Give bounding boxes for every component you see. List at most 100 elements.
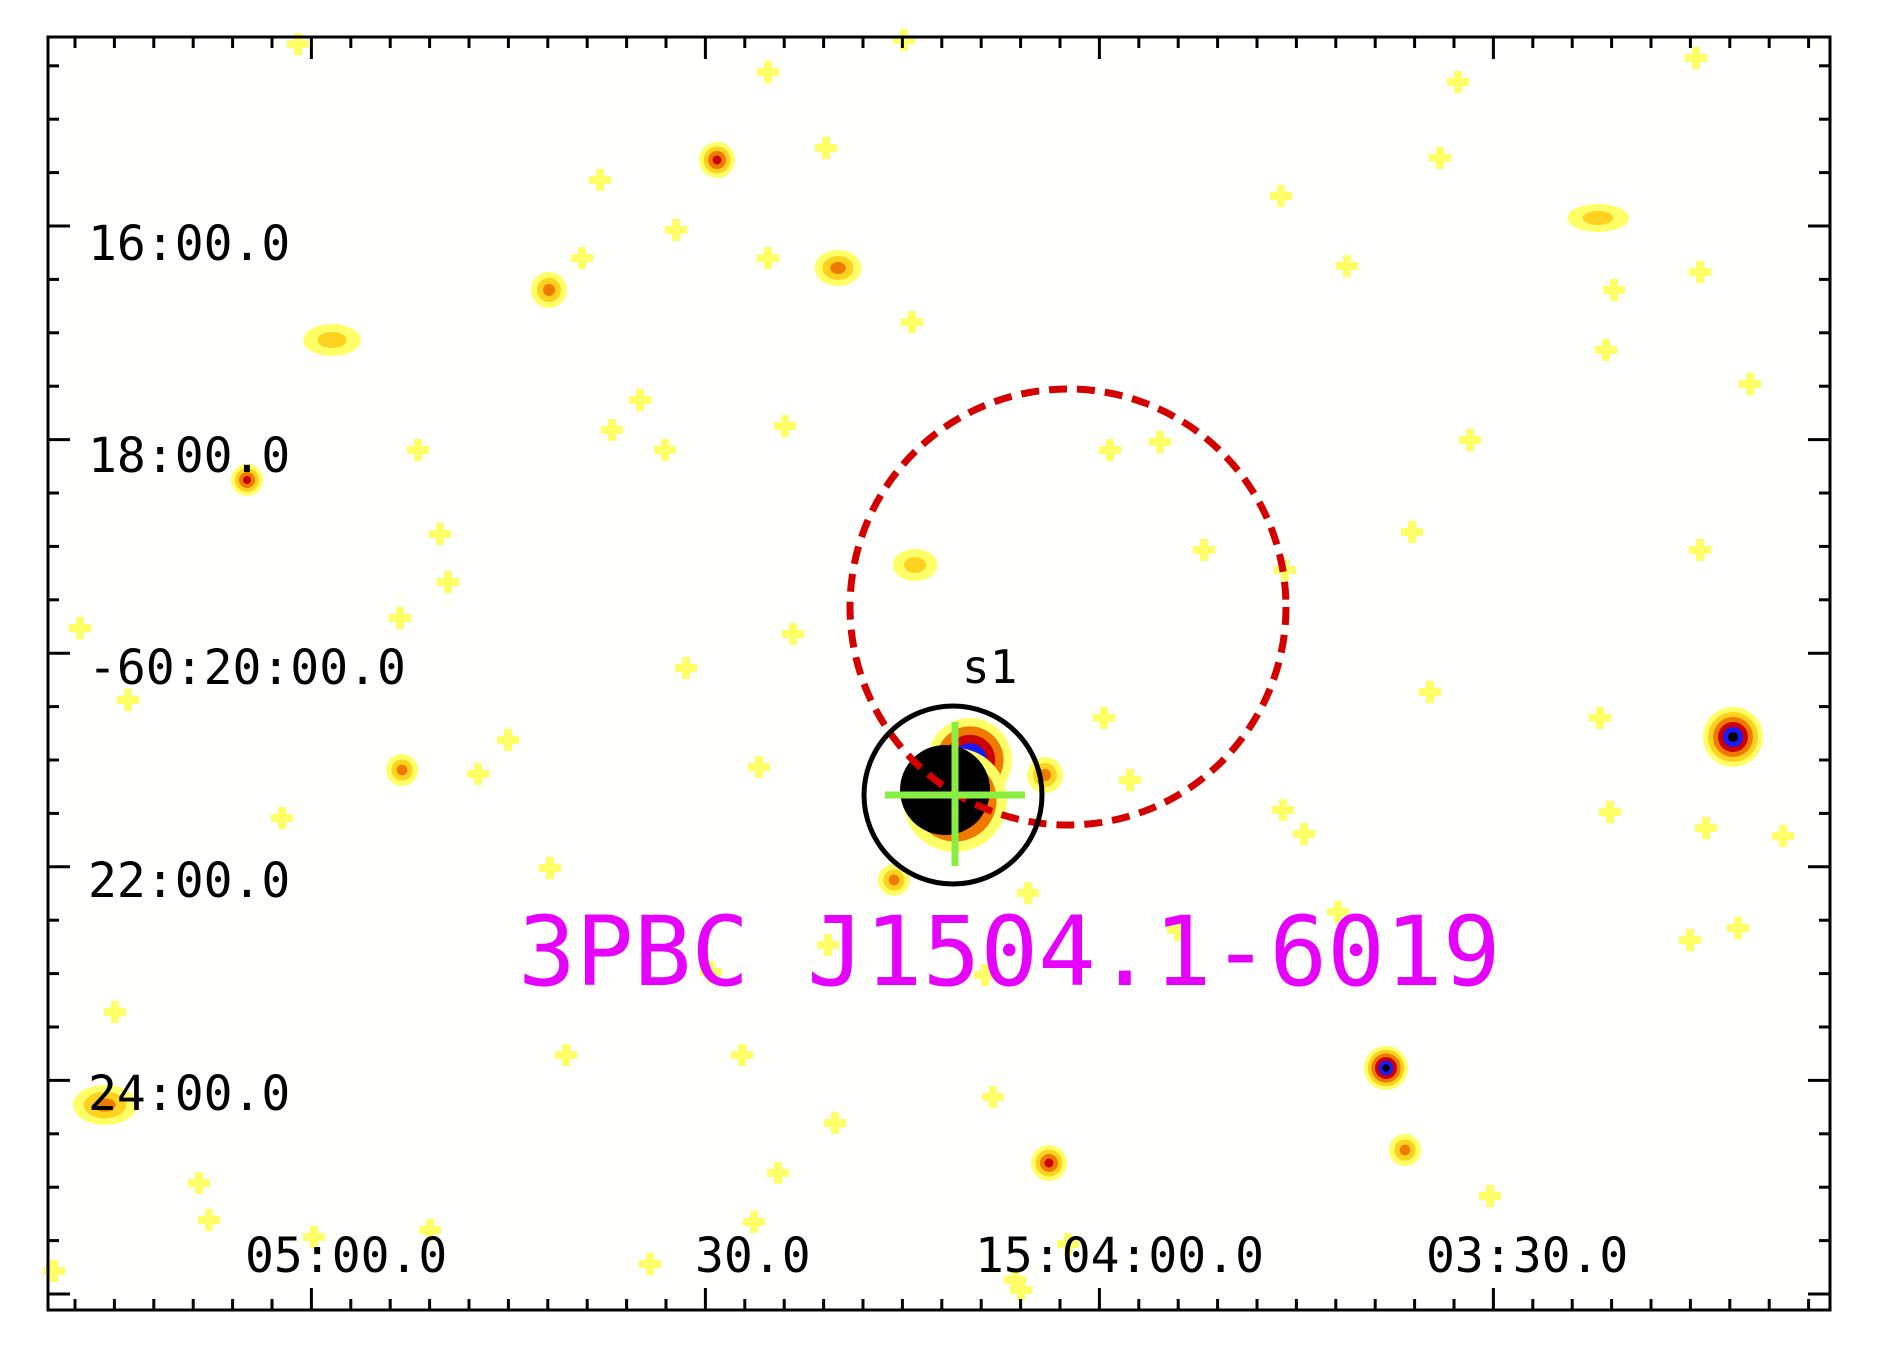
faint-source: [1401, 521, 1423, 543]
faint-source: [1017, 882, 1039, 904]
faint-source: [757, 61, 779, 83]
faint-source: [1679, 929, 1701, 951]
x-label-0500: 05:00.0: [245, 1228, 447, 1284]
faint-source: [303, 1226, 325, 1248]
faint-source: [1419, 681, 1441, 703]
candidate-crosshair-s1: [885, 722, 1025, 866]
faint-source: [974, 964, 996, 986]
source-blob: [396, 764, 408, 776]
faint-source: [429, 523, 451, 545]
faint-source: [1429, 147, 1451, 169]
faint-source: [639, 1253, 661, 1275]
faint-source: [1004, 1269, 1026, 1291]
x-label-150400: 15:04:00.0: [975, 1228, 1264, 1284]
y-label-18: 18:00.0: [88, 428, 290, 484]
faint-source: [893, 29, 915, 51]
faint-source: [287, 33, 309, 55]
source-name: 3PBC J1504.1-6019: [518, 896, 1501, 1008]
faint-source: [629, 389, 651, 411]
faint-source: [654, 439, 676, 461]
source-blob: [888, 874, 900, 886]
faint-source: [407, 439, 429, 461]
faint-source: [555, 1044, 577, 1066]
faint-source: [1293, 823, 1315, 845]
source-blob: [1728, 732, 1738, 742]
faint-source: [1589, 707, 1611, 729]
faint-source: [389, 607, 411, 629]
y-label-22: 22:00.0: [88, 853, 290, 909]
faint-source: [1057, 1233, 1079, 1255]
faint-source: [1685, 47, 1707, 69]
faint-source: [1695, 817, 1717, 839]
faint-source: [748, 756, 770, 778]
faint-source: [1772, 825, 1794, 847]
faint-source: [1689, 261, 1711, 283]
source-blob: [712, 155, 722, 165]
x-label-30: 30.0: [695, 1228, 811, 1284]
faint-source: [1167, 919, 1189, 941]
error-circle: [846, 385, 1290, 829]
faint-source: [1459, 429, 1481, 451]
faint-source: [539, 857, 561, 879]
faint-source: [271, 807, 293, 829]
y-label-16: 16:00.0: [88, 216, 290, 272]
faint-source: [675, 657, 697, 679]
faint-source: [1193, 539, 1215, 561]
faint-source: [1739, 373, 1761, 395]
faint-source: [1327, 901, 1349, 923]
faint-source: [1336, 255, 1358, 277]
faint-source: [419, 1219, 441, 1241]
faint-source: [601, 419, 623, 441]
faint-source: [743, 1211, 765, 1233]
source-blob: [317, 332, 347, 348]
y-label-24: 24:00.0: [88, 1066, 290, 1122]
source-blob: [1399, 1144, 1411, 1156]
faint-source: [767, 1162, 789, 1184]
source-blob: [1382, 1064, 1390, 1072]
faint-source: [824, 1112, 846, 1134]
faint-source: [1119, 769, 1141, 791]
faint-source: [1099, 439, 1121, 461]
faint-sources: [43, 29, 1794, 1301]
faint-source: [1270, 185, 1292, 207]
faint-source: [1689, 539, 1711, 561]
faint-source: [589, 169, 611, 191]
faint-source: [188, 1172, 210, 1194]
faint-source: [1447, 71, 1469, 93]
faint-source: [815, 137, 837, 159]
faint-source: [1149, 431, 1171, 453]
faint-source: [437, 571, 459, 593]
faint-source: [1272, 799, 1294, 821]
y-label-20: -60:20:00.0: [88, 640, 406, 696]
faint-source: [1093, 707, 1115, 729]
faint-source: [43, 1260, 65, 1282]
faint-source: [700, 961, 722, 983]
plot-frame: [46, 35, 1832, 1312]
faint-source: [901, 311, 923, 333]
source-blob: [830, 262, 846, 274]
faint-source: [1727, 917, 1749, 939]
source-blob: [1582, 211, 1614, 225]
source-blob: [543, 284, 555, 296]
source-blob: [1044, 1158, 1054, 1168]
faint-source: [982, 1086, 1004, 1108]
faint-source: [731, 1044, 753, 1066]
faint-source: [1603, 279, 1625, 301]
image-background: [48, 37, 1830, 1310]
faint-source: [774, 415, 796, 437]
faint-source: [571, 247, 593, 269]
faint-source: [1479, 1185, 1501, 1207]
faint-source: [1595, 339, 1617, 361]
faint-source: [198, 1209, 220, 1231]
source-blob: [94, 1098, 116, 1112]
x-label-0330: 03:30.0: [1426, 1228, 1628, 1284]
faint-source: [467, 763, 489, 785]
source-blob: [903, 557, 927, 573]
faint-source: [817, 934, 839, 956]
faint-source: [69, 617, 91, 639]
faint-source: [665, 219, 687, 241]
candidate-circle-s1: [861, 703, 1045, 887]
faint-source: [782, 623, 804, 645]
source-blob: [900, 745, 990, 835]
